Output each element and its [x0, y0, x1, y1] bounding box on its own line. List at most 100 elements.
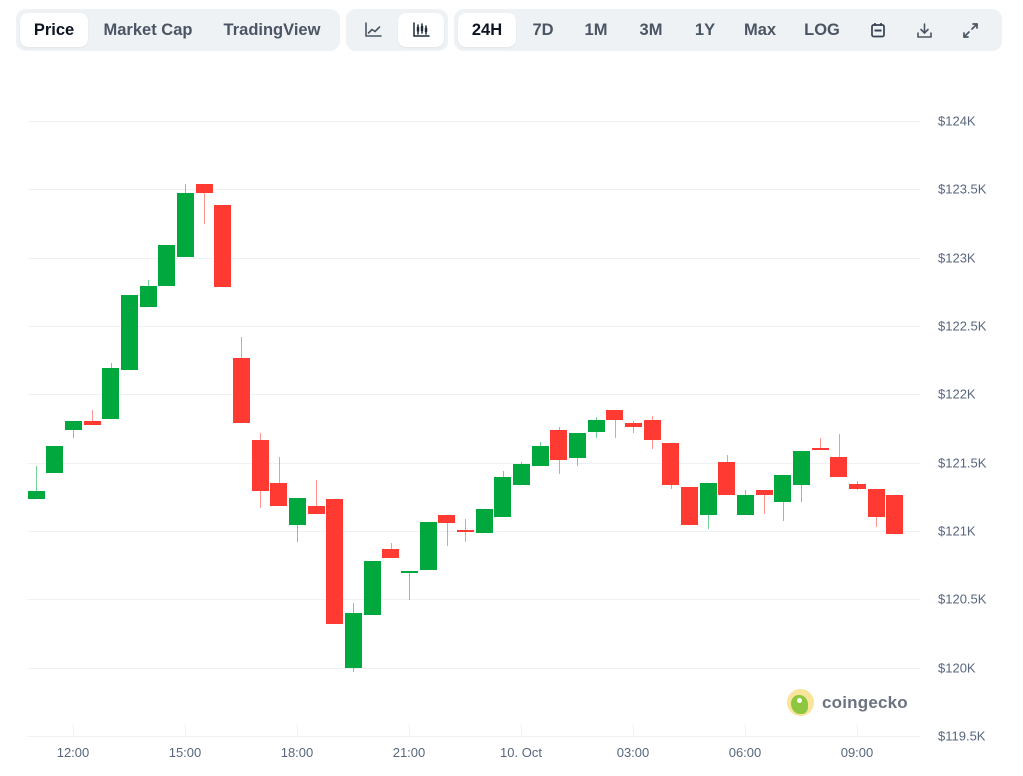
range-24h[interactable]: 24H: [458, 13, 516, 47]
x-axis-label: 18:00: [280, 745, 314, 760]
y-axis-label: $123.5K: [938, 181, 987, 197]
chart-type-toggle: [346, 9, 448, 51]
download-button[interactable]: [902, 13, 946, 47]
candle-body: [326, 499, 344, 624]
candle-body: [456, 530, 474, 533]
y-gridline: [28, 463, 920, 464]
tab-price[interactable]: Price: [20, 13, 88, 47]
candle-body: [699, 483, 717, 515]
candle-body: [64, 420, 82, 430]
x-axis-label: 03:00: [616, 745, 650, 760]
candle-body: [550, 430, 568, 460]
x-axis-label: 12:00: [56, 745, 90, 760]
log-scale-toggle[interactable]: LOG: [804, 20, 840, 39]
candle-body: [867, 489, 885, 518]
candlestick-chart-icon: [413, 22, 430, 37]
y-gridline: [28, 258, 920, 259]
expand-icon: [962, 22, 978, 38]
y-axis-label: $122K: [938, 386, 976, 402]
candlestick-chart-button[interactable]: [398, 13, 444, 47]
x-tick: [73, 725, 74, 737]
x-axis-label: 15:00: [168, 745, 202, 760]
candle-body: [587, 420, 605, 433]
candle-body: [494, 477, 512, 518]
line-chart-button[interactable]: [350, 13, 396, 47]
candle-body: [774, 474, 792, 502]
x-axis-label: 06:00: [728, 745, 762, 760]
candle-wick: [409, 571, 410, 600]
y-axis-label: $122.5K: [938, 318, 987, 334]
x-tick: [521, 725, 522, 737]
candle-wick: [615, 410, 616, 439]
fullscreen-button[interactable]: [948, 13, 992, 47]
candle-body: [475, 508, 493, 534]
watermark-text: coingecko: [822, 692, 908, 712]
y-gridline: [28, 531, 920, 532]
candle-body: [158, 244, 176, 286]
candle-body: [886, 495, 904, 534]
candle-body: [270, 483, 288, 506]
candle-body: [363, 560, 381, 615]
range-1m[interactable]: 1M: [584, 20, 608, 39]
candle-body: [120, 294, 138, 370]
x-tick: [185, 725, 186, 737]
y-gridline: [28, 736, 920, 737]
candle-wick: [279, 457, 280, 506]
candle-body: [288, 498, 306, 525]
candle-body: [848, 483, 866, 490]
x-tick: [633, 725, 634, 737]
y-axis-label: $119.5K: [938, 728, 986, 744]
y-gridline: [28, 599, 920, 600]
y-axis-label: $124K: [938, 113, 976, 129]
candle-body: [232, 357, 250, 424]
candle-body: [792, 451, 810, 486]
candle-body: [438, 515, 456, 524]
candle-wick: [92, 410, 93, 425]
chart-toolbar: Price Market Cap TradingView 24H 7D 1M 3…: [16, 9, 1002, 51]
candle-body: [568, 433, 586, 458]
y-axis-label: $120K: [938, 660, 976, 676]
candle-body: [83, 420, 101, 425]
download-icon: [916, 22, 932, 38]
y-gridline: [28, 189, 920, 190]
candle-body: [662, 442, 680, 486]
candle-body: [176, 193, 194, 257]
candle-wick: [820, 438, 821, 449]
candle-body: [512, 464, 530, 486]
candle-body: [382, 549, 400, 559]
y-gridline: [28, 326, 920, 327]
candle-wick: [447, 515, 448, 547]
y-axis-label: $123K: [938, 250, 976, 266]
tab-market-cap[interactable]: Market Cap: [103, 20, 193, 39]
y-gridline: [28, 394, 920, 395]
range-3m[interactable]: 3M: [639, 20, 663, 39]
candle-body: [307, 505, 325, 515]
candle-body: [755, 490, 773, 496]
calendar-icon: [871, 23, 885, 38]
candle-body: [531, 445, 549, 466]
candle-body: [718, 462, 736, 496]
range-7d[interactable]: 7D: [532, 20, 554, 39]
range-max[interactable]: Max: [743, 20, 777, 39]
coingecko-logo-icon: [787, 689, 814, 716]
candle-body: [624, 423, 642, 427]
y-axis-label: $121.5K: [938, 455, 987, 471]
x-axis-label: 21:00: [392, 745, 426, 760]
candle-body: [680, 486, 698, 525]
tab-tradingview[interactable]: TradingView: [223, 20, 321, 39]
x-tick: [409, 725, 410, 737]
candle-wick: [316, 480, 317, 515]
date-range-button[interactable]: [856, 13, 900, 47]
candle-body: [830, 457, 848, 478]
x-tick: [857, 725, 858, 737]
candle-body: [46, 445, 64, 474]
range-1y[interactable]: 1Y: [694, 20, 716, 39]
candle-body: [736, 495, 754, 515]
candle-body: [195, 184, 213, 194]
candle-body: [214, 205, 232, 288]
x-tick: [297, 725, 298, 737]
coingecko-watermark: coingecko: [787, 689, 908, 716]
view-tabs: Price Market Cap TradingView: [16, 9, 340, 51]
candle-body: [139, 285, 157, 307]
